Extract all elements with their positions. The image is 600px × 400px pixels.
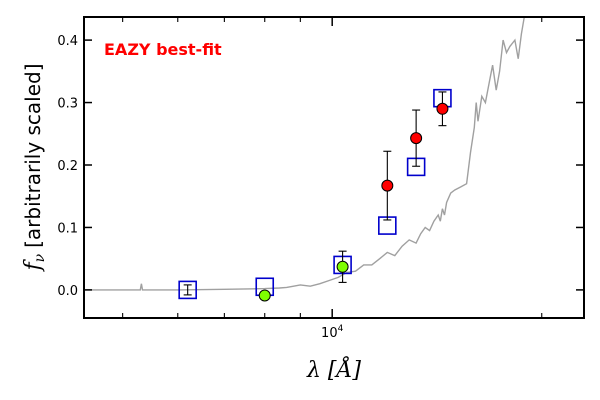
x-tick-label-0: 104 [321,324,344,341]
model-square-0 [178,280,197,300]
y-tick-label-1: 0.1 [57,221,78,236]
y-tick-label-2: 0.2 [57,159,78,174]
annotation-label: EAZY best-fit [104,40,222,59]
x-axis-label: λ [Å] [306,355,361,383]
observed-point-3 [381,179,394,192]
y-axis-label-text: [arbitrarily scaled] [21,63,45,247]
template-line [84,17,525,291]
observed-point-2 [336,260,349,273]
svg-text:fν[arbitrarily scaled]: fν[arbitrarily scaled] [21,63,48,272]
y-axis-label-subscript: ν [32,253,48,262]
x-axis: 104 [122,17,543,341]
plot-area [84,17,525,302]
y-axis-label: fν[arbitrarily scaled] [21,63,48,272]
y-tick-label-4: 0.4 [57,34,78,49]
plot-frame [83,16,585,319]
observed-point-4 [410,132,423,145]
y-axis: 0.0 0.1 0.2 0.3 0.4 [57,34,584,299]
y-tick-label-3: 0.3 [57,97,78,112]
observed-point-1 [258,289,271,302]
observed-point-5 [436,102,449,115]
y-tick-label-0: 0.0 [57,284,78,299]
